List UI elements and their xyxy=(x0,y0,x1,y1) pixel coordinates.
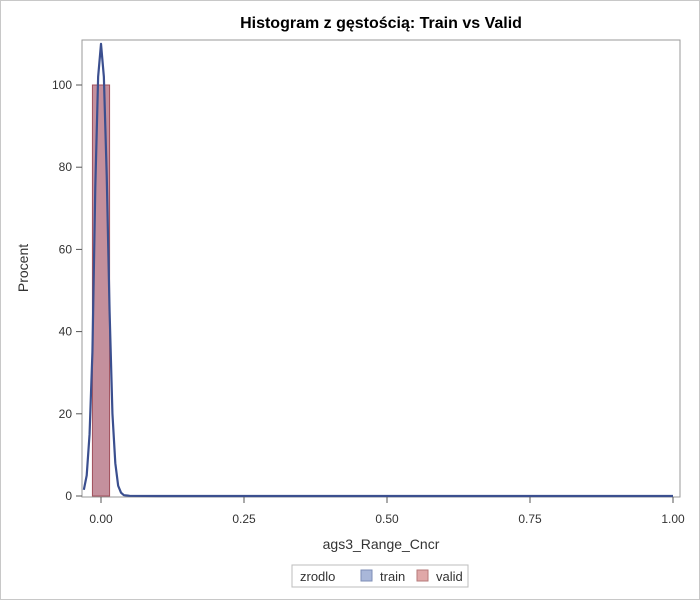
x-tick-label: 0.75 xyxy=(518,512,542,526)
density-line xyxy=(82,42,673,498)
plot-area xyxy=(81,39,681,498)
x-tick-label: 0.00 xyxy=(89,512,113,526)
y-axis-ticks: 0 20 40 60 80 100 xyxy=(52,78,82,503)
bar-valid-0 xyxy=(91,84,111,497)
legend: zrodlo train valid xyxy=(291,564,469,588)
x-tick-label: 0.25 xyxy=(232,512,256,526)
legend-title: zrodlo xyxy=(300,569,335,584)
legend-label-train: train xyxy=(380,569,405,584)
x-tick-label: 1.00 xyxy=(661,512,685,526)
chart-title: Histogram z gęstością: Train vs Valid xyxy=(240,15,522,32)
legend-label-valid: valid xyxy=(436,569,463,584)
legend-swatch-valid xyxy=(416,569,429,582)
x-tick-label: 0.50 xyxy=(375,512,399,526)
y-tick-label: 80 xyxy=(59,160,73,174)
y-tick-label: 100 xyxy=(52,78,72,92)
y-tick-label: 60 xyxy=(59,242,73,256)
bars-layer xyxy=(91,84,111,497)
legend-swatch-train xyxy=(360,569,373,582)
x-axis-label: ags3_Range_Cncr xyxy=(323,536,440,552)
y-tick-label: 40 xyxy=(59,325,73,339)
x-axis-ticks: 0.00 0.25 0.50 0.75 1.00 xyxy=(89,497,685,526)
y-axis-label: Procent xyxy=(15,244,31,292)
y-tick-label: 20 xyxy=(59,407,73,421)
density-line-layer xyxy=(82,42,673,498)
y-tick-label: 0 xyxy=(65,489,72,503)
